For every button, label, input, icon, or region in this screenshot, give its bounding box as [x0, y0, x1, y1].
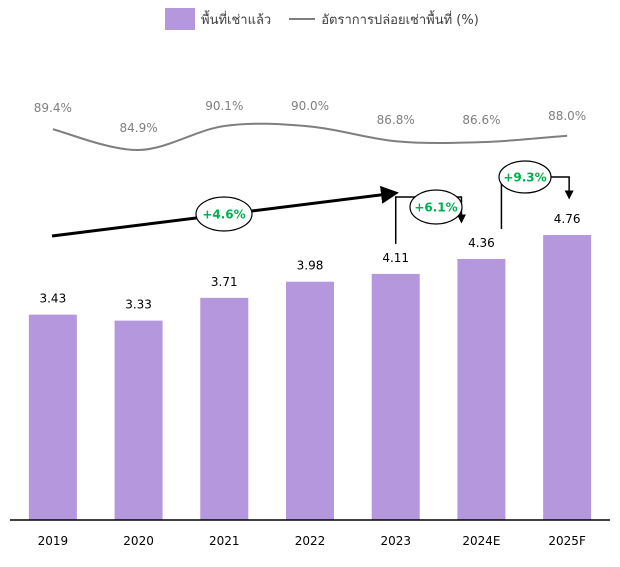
x-tick-label: 2021	[209, 534, 240, 548]
legend-swatch-bar	[165, 8, 195, 30]
growth-9-3-bubble	[498, 160, 552, 194]
bar-value-label: 3.98	[297, 259, 324, 273]
line-value-label: 86.8%	[377, 113, 415, 127]
x-tick-label: 2024E	[462, 534, 500, 548]
bar-value-label: 4.36	[468, 236, 495, 250]
line-value-label: 90.0%	[291, 99, 329, 113]
x-tick-label: 2020	[123, 534, 154, 548]
cagr-4-6-bubble	[195, 196, 253, 232]
line-value-label: 90.1%	[205, 99, 243, 113]
line-value-label: 86.6%	[462, 113, 500, 127]
bar-2022	[286, 281, 334, 520]
line-value-label: 89.4%	[34, 101, 72, 115]
growth-6-1-bubble	[409, 189, 463, 225]
legend-label-line: อัตราการปล่อยเช่าพื้นที่ (%)	[321, 12, 479, 28]
line-value-label: 84.9%	[120, 121, 158, 135]
bar-2024E	[457, 258, 506, 520]
bar-2025F	[543, 235, 592, 520]
legend-label-bar: พื้นที่เช่าแล้ว	[201, 12, 272, 28]
cagr-4-6-label: +4.6%	[202, 208, 245, 222]
line-value-label: 88.0%	[548, 109, 586, 123]
bar-2019	[28, 314, 77, 520]
occupancy-line	[52, 122, 568, 152]
x-tick-label: 2019	[38, 534, 69, 548]
bar-value-label: 4.76	[554, 212, 581, 226]
bar-2023	[371, 273, 420, 520]
bar-value-label: 3.43	[39, 292, 66, 306]
growth-9-3-label: +9.3%	[503, 171, 546, 185]
growth-6-1-label: +6.1%	[414, 201, 457, 215]
bar-value-label: 4.11	[382, 251, 409, 265]
bar-value-label: 3.71	[211, 275, 238, 289]
x-tick-label: 2022	[295, 534, 326, 548]
legend-swatch-line	[289, 18, 316, 20]
bar-2021	[200, 297, 249, 520]
legend: พื้นที่เช่าแล้ว อัตราการปล่อยเช่าพื้นที่…	[165, 8, 479, 30]
bar-2020	[114, 320, 163, 520]
bar-value-label: 3.33	[125, 298, 152, 312]
x-tick-label: 2025F	[548, 534, 586, 548]
x-tick-label: 2023	[380, 534, 411, 548]
